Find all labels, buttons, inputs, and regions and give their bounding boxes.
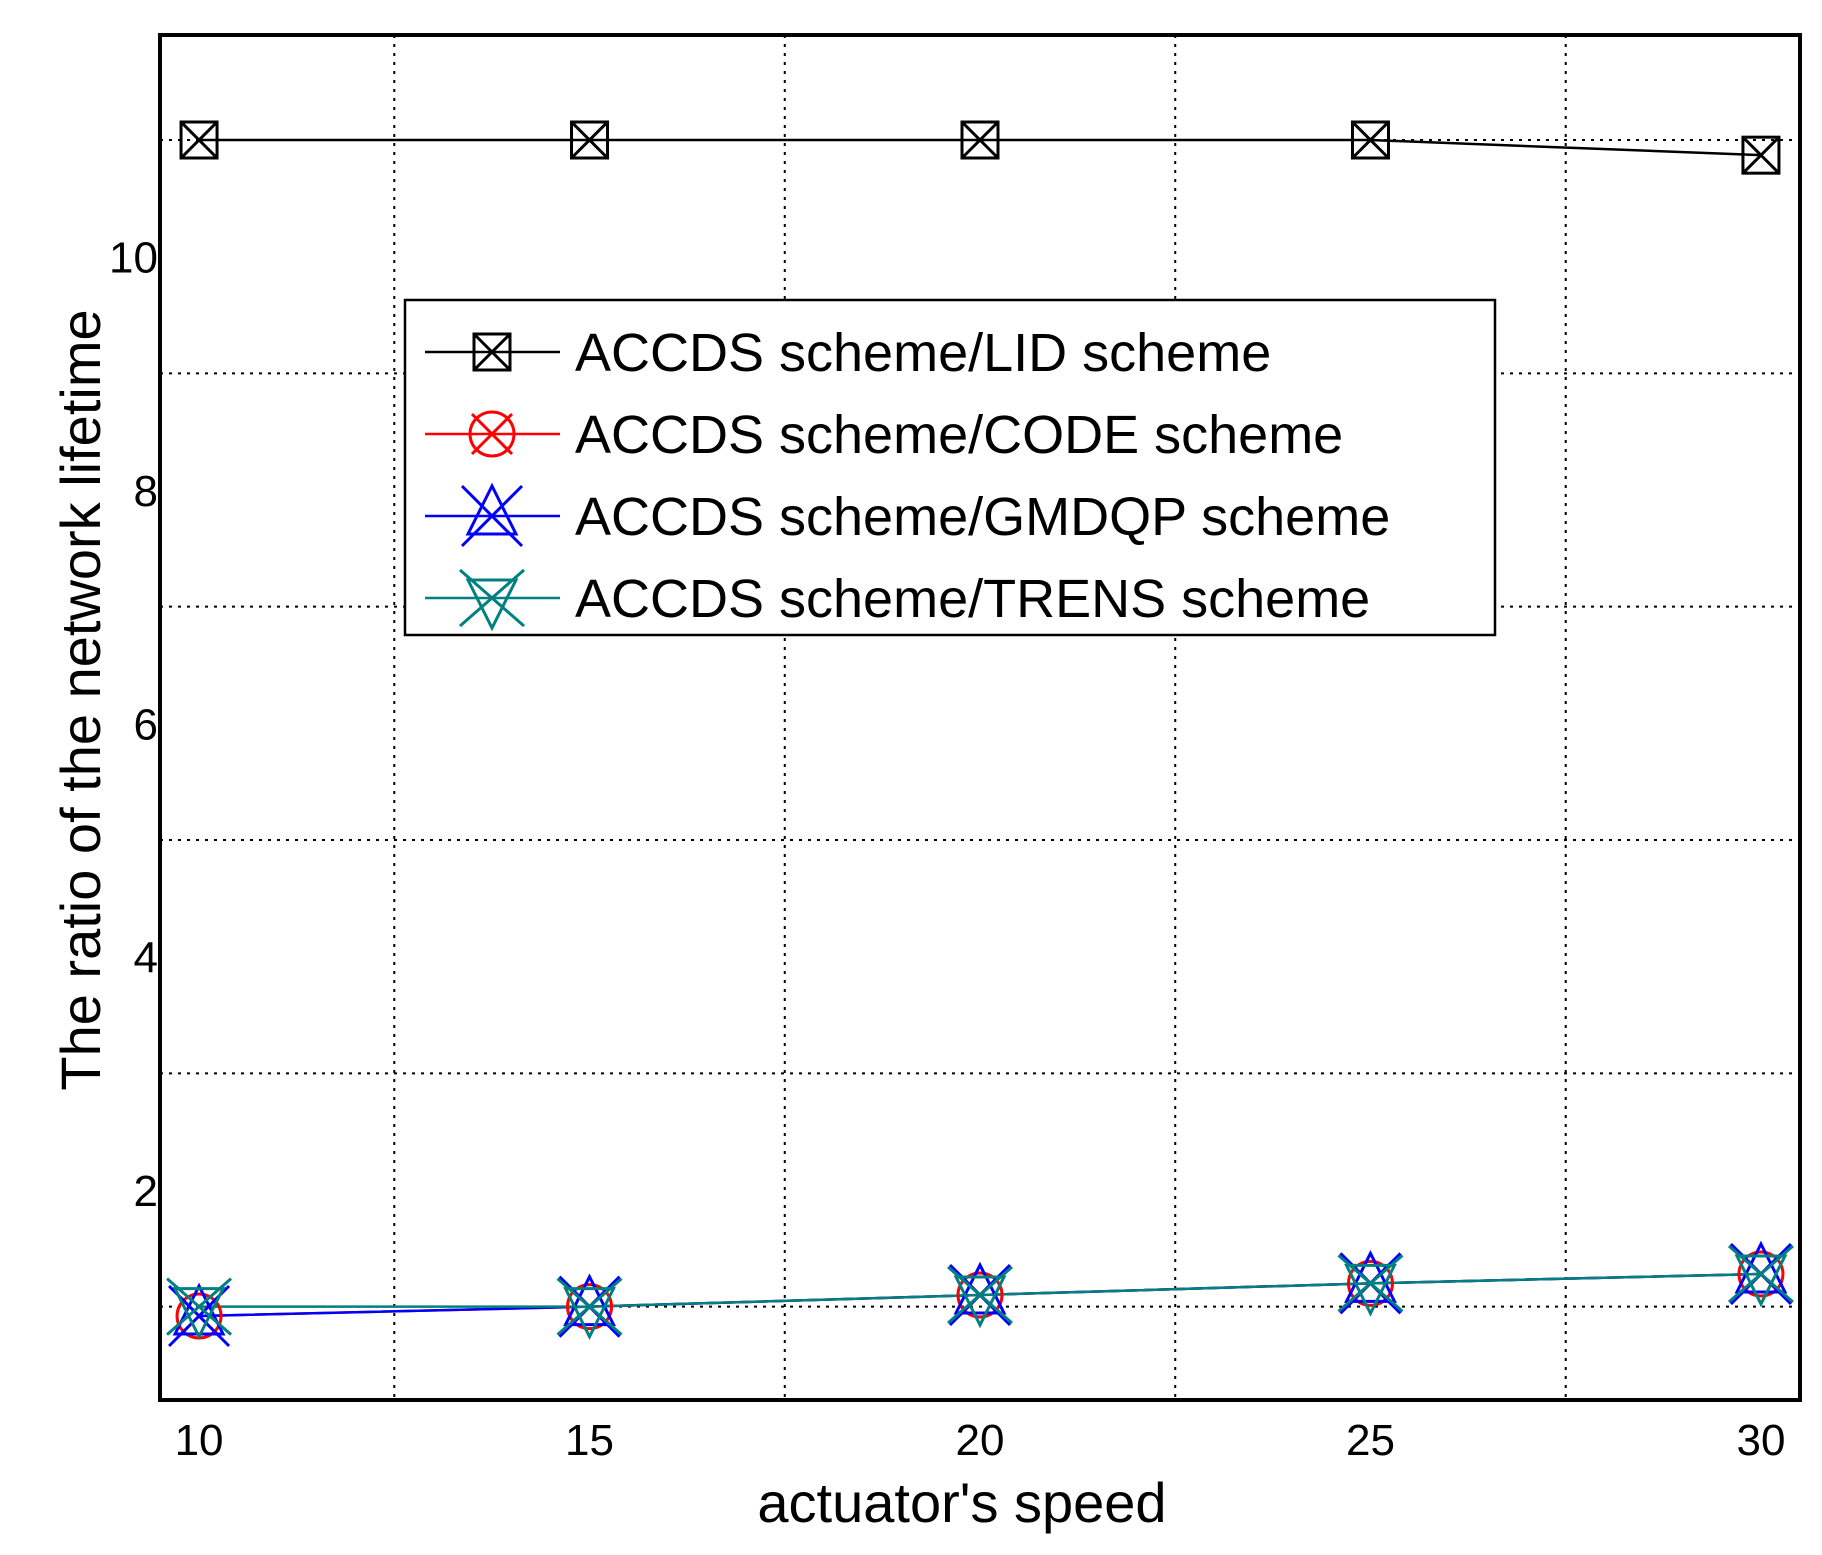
plot-frame bbox=[158, 33, 1802, 1402]
y-tick-label: 10 bbox=[109, 234, 158, 283]
legend-label: ACCDS scheme/GMDQP scheme bbox=[575, 487, 1390, 547]
data-point bbox=[947, 1265, 1013, 1329]
data-point bbox=[556, 1277, 623, 1341]
legend-item: ACCDS scheme/GMDQP scheme bbox=[425, 482, 1390, 548]
y-tick-label: 4 bbox=[134, 934, 158, 983]
legend: ACCDS scheme/LID scheme ACCDS scheme/CODE… bbox=[403, 298, 1497, 637]
y-tick-label: 8 bbox=[134, 467, 158, 516]
series-line bbox=[199, 1272, 1761, 1308]
legend-marker bbox=[468, 410, 516, 458]
legend-marker bbox=[460, 482, 524, 548]
y-tick-label: 2 bbox=[134, 1167, 158, 1216]
legend-item: ACCDS scheme/CODE scheme bbox=[425, 405, 1343, 465]
data-point bbox=[1727, 1244, 1794, 1308]
tick-labels: 10 15 20 25 30 2 4 6 8 10 bbox=[109, 234, 1785, 1465]
legend-label: ACCDS scheme/CODE scheme bbox=[575, 405, 1343, 465]
data-point bbox=[1337, 1254, 1404, 1317]
data-point bbox=[960, 120, 1000, 160]
data-point bbox=[179, 120, 219, 160]
legend-marker bbox=[472, 332, 512, 372]
y-tick-label: 6 bbox=[134, 700, 158, 749]
legend-item: ACCDS scheme/LID scheme bbox=[425, 323, 1271, 383]
y-axis-title: The ratio of the network lifetime bbox=[49, 309, 112, 1090]
grid-lines bbox=[160, 35, 1800, 1400]
legend-label: ACCDS scheme/TRENS scheme bbox=[575, 569, 1370, 629]
x-tick-label: 20 bbox=[956, 1416, 1005, 1465]
x-tick-label: 15 bbox=[565, 1416, 614, 1465]
data-point bbox=[166, 1277, 233, 1341]
data-point bbox=[1741, 135, 1781, 175]
legend-item: ACCDS scheme/TRENS scheme bbox=[425, 568, 1370, 632]
series-lines bbox=[166, 120, 1794, 1348]
x-axis-title: actuator's speed bbox=[757, 1471, 1166, 1534]
legend-label: ACCDS scheme/LID scheme bbox=[575, 323, 1271, 383]
series-line bbox=[199, 138, 1762, 157]
data-point bbox=[1350, 120, 1390, 160]
legend-box bbox=[403, 298, 1497, 637]
x-tick-label: 10 bbox=[175, 1416, 224, 1465]
x-tick-label: 30 bbox=[1736, 1416, 1785, 1465]
legend-marker bbox=[459, 568, 525, 632]
data-point bbox=[570, 120, 610, 160]
x-tick-label: 25 bbox=[1346, 1416, 1395, 1465]
